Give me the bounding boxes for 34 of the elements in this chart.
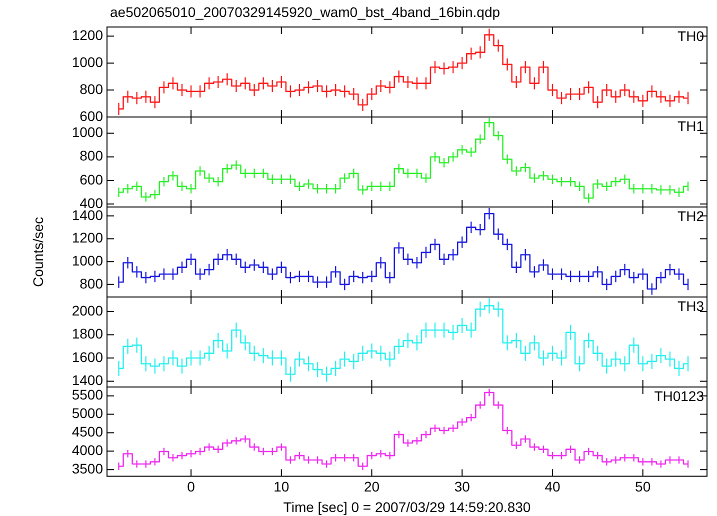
chart-title: ae502065010_20070329145920_wam0_bst_4band_16bin.qdp	[110, 4, 500, 20]
text: TH0123	[654, 388, 704, 404]
y-tick-label: 1200	[72, 230, 104, 246]
y-tick-label: 4000	[72, 442, 104, 458]
y-tick-label: 5500	[72, 386, 104, 403]
y-tick-label: 600	[80, 108, 104, 124]
text: TH0	[678, 28, 704, 44]
y-tick-label: 1000	[72, 54, 104, 70]
y-tick-label: 1600	[72, 348, 104, 365]
y-tick-label: 3500	[72, 460, 104, 476]
y-tick-label: 5000	[72, 405, 104, 422]
x-axis-title: Time [sec] 0 = 2007/03/29 14:59:20.830	[283, 499, 531, 515]
y-tick-label: 4500	[72, 424, 104, 440]
x-tick-label: 30	[454, 478, 470, 494]
text: TH2	[678, 208, 704, 224]
y-tick-label: 1400	[72, 372, 104, 388]
y-tick-label: 800	[80, 275, 104, 292]
x-tick-label: 10	[274, 478, 290, 494]
y-tick-label: 1000	[72, 252, 104, 268]
y-tick-label: 1000	[72, 124, 104, 140]
text: TH1	[678, 118, 704, 134]
y-tick-label: 400	[80, 194, 104, 211]
y-tick-label: 1800	[72, 326, 104, 342]
x-tick-label: 0	[187, 478, 196, 494]
y-tick-label: 2000	[72, 302, 104, 318]
y-tick-label: 600	[80, 171, 104, 188]
y-tick-label: 800	[80, 148, 104, 164]
text: TH3	[678, 298, 704, 314]
x-tick-label: 40	[544, 478, 560, 494]
y-axis-title: Counts/sec	[30, 216, 46, 288]
x-tick-label: 20	[364, 478, 380, 494]
x-tick-label: 50	[635, 478, 651, 494]
y-tick-label: 800	[80, 80, 104, 97]
y-tick-label: 1200	[72, 27, 104, 44]
